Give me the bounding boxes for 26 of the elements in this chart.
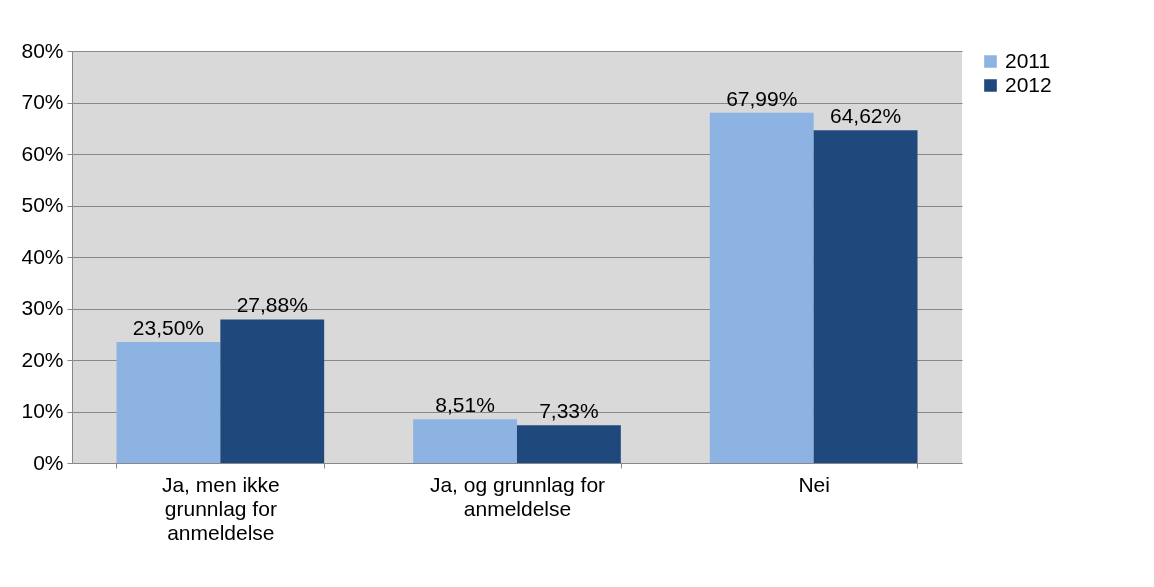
y-tick-label: 70% <box>21 90 64 113</box>
data-label: 23,50% <box>132 315 205 339</box>
bar <box>116 341 221 463</box>
x-tick-label: Ja, og grunnlag for anmeldelse <box>429 472 606 520</box>
y-tick-label: 50% <box>21 193 64 216</box>
data-label: 7,33% <box>539 399 599 423</box>
legend-label: 2012 <box>1005 72 1052 96</box>
data-label: 67,99% <box>726 86 798 110</box>
legend-label: 2011 <box>1005 48 1051 72</box>
y-tick-label: 30% <box>21 296 64 319</box>
y-tick-label: 60% <box>21 141 64 165</box>
bar <box>813 130 918 463</box>
y-tick-label: 20% <box>21 347 64 371</box>
bar <box>517 425 621 463</box>
data-label: 8,51% <box>435 393 495 417</box>
y-tick-label: 0% <box>33 450 64 474</box>
bar <box>709 112 814 463</box>
y-tick-label: 40% <box>21 244 64 268</box>
y-tick-label: 10% <box>21 399 64 422</box>
data-label: 64,62% <box>829 104 902 128</box>
x-tick-label: Ja, men ikke grunnlag for anmeldelse <box>161 472 280 544</box>
bar <box>220 319 325 463</box>
data-label: 27,88% <box>236 293 308 317</box>
bar <box>413 419 517 463</box>
x-tick-label: Nei <box>798 472 830 496</box>
y-tick-label: 80% <box>21 38 64 62</box>
